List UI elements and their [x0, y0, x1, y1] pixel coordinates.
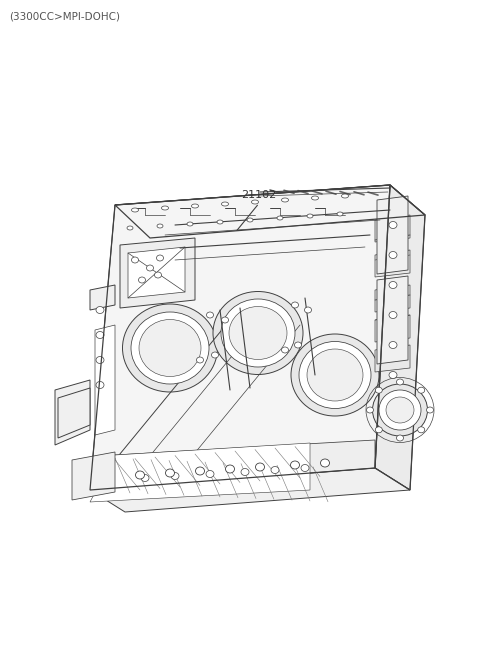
- Polygon shape: [375, 315, 410, 342]
- Ellipse shape: [96, 356, 104, 364]
- Ellipse shape: [307, 349, 363, 401]
- Ellipse shape: [213, 291, 303, 375]
- Text: (3300CC>MPI-DOHC): (3300CC>MPI-DOHC): [9, 11, 120, 21]
- Ellipse shape: [196, 357, 204, 363]
- Ellipse shape: [418, 387, 425, 393]
- Ellipse shape: [396, 379, 404, 385]
- Polygon shape: [120, 238, 195, 308]
- Ellipse shape: [161, 206, 168, 210]
- Ellipse shape: [146, 265, 154, 271]
- Ellipse shape: [389, 341, 397, 348]
- Ellipse shape: [271, 466, 279, 474]
- Ellipse shape: [255, 463, 264, 471]
- Polygon shape: [58, 388, 90, 438]
- Ellipse shape: [195, 467, 204, 475]
- Ellipse shape: [372, 384, 428, 436]
- Ellipse shape: [290, 461, 300, 469]
- Polygon shape: [72, 452, 115, 500]
- Ellipse shape: [221, 202, 228, 206]
- Polygon shape: [90, 443, 310, 502]
- Ellipse shape: [389, 252, 397, 259]
- Ellipse shape: [131, 312, 209, 384]
- Ellipse shape: [277, 216, 283, 220]
- Ellipse shape: [132, 208, 139, 212]
- Ellipse shape: [386, 397, 414, 423]
- Ellipse shape: [367, 407, 373, 413]
- Polygon shape: [128, 247, 185, 298]
- Ellipse shape: [139, 277, 145, 283]
- Ellipse shape: [127, 226, 133, 230]
- Polygon shape: [90, 285, 115, 310]
- Ellipse shape: [135, 471, 144, 479]
- Ellipse shape: [122, 304, 217, 392]
- Polygon shape: [375, 185, 425, 490]
- Ellipse shape: [156, 255, 164, 261]
- Ellipse shape: [217, 220, 223, 224]
- Ellipse shape: [96, 381, 104, 388]
- Ellipse shape: [396, 435, 404, 441]
- Ellipse shape: [341, 194, 348, 198]
- Ellipse shape: [291, 302, 299, 308]
- Polygon shape: [90, 468, 410, 512]
- Polygon shape: [375, 250, 410, 277]
- Polygon shape: [375, 215, 410, 242]
- Ellipse shape: [291, 334, 379, 416]
- Ellipse shape: [427, 407, 433, 413]
- Ellipse shape: [247, 218, 253, 222]
- Ellipse shape: [321, 459, 329, 467]
- Ellipse shape: [312, 196, 319, 200]
- Polygon shape: [90, 185, 390, 490]
- Text: 21102: 21102: [241, 190, 277, 200]
- Polygon shape: [55, 380, 90, 445]
- Ellipse shape: [389, 282, 397, 288]
- Ellipse shape: [375, 427, 382, 433]
- Ellipse shape: [281, 198, 288, 202]
- Ellipse shape: [141, 474, 149, 481]
- Ellipse shape: [132, 257, 139, 263]
- Ellipse shape: [418, 427, 425, 433]
- Ellipse shape: [375, 387, 382, 393]
- Ellipse shape: [281, 347, 288, 353]
- Ellipse shape: [229, 307, 287, 360]
- Ellipse shape: [295, 342, 301, 348]
- Ellipse shape: [307, 214, 313, 218]
- Ellipse shape: [206, 470, 214, 477]
- Ellipse shape: [155, 272, 161, 278]
- Ellipse shape: [192, 204, 199, 208]
- Ellipse shape: [212, 352, 218, 358]
- Ellipse shape: [157, 224, 163, 228]
- Ellipse shape: [301, 464, 309, 472]
- Ellipse shape: [241, 468, 249, 476]
- Polygon shape: [375, 285, 410, 312]
- Ellipse shape: [221, 317, 228, 323]
- Ellipse shape: [299, 341, 371, 409]
- Ellipse shape: [221, 299, 295, 367]
- Ellipse shape: [96, 307, 104, 314]
- Ellipse shape: [379, 390, 421, 430]
- Ellipse shape: [139, 320, 201, 377]
- Polygon shape: [90, 440, 375, 490]
- Ellipse shape: [252, 200, 259, 204]
- Ellipse shape: [96, 331, 104, 339]
- Ellipse shape: [187, 222, 193, 226]
- Ellipse shape: [304, 307, 312, 313]
- Ellipse shape: [226, 465, 235, 473]
- Polygon shape: [377, 276, 408, 364]
- Polygon shape: [95, 325, 115, 435]
- Ellipse shape: [389, 371, 397, 379]
- Ellipse shape: [171, 472, 179, 479]
- Polygon shape: [377, 196, 408, 274]
- Polygon shape: [115, 185, 425, 238]
- Polygon shape: [375, 345, 410, 372]
- Ellipse shape: [389, 221, 397, 229]
- Ellipse shape: [166, 469, 175, 477]
- Ellipse shape: [337, 212, 343, 216]
- Ellipse shape: [206, 312, 214, 318]
- Ellipse shape: [389, 312, 397, 318]
